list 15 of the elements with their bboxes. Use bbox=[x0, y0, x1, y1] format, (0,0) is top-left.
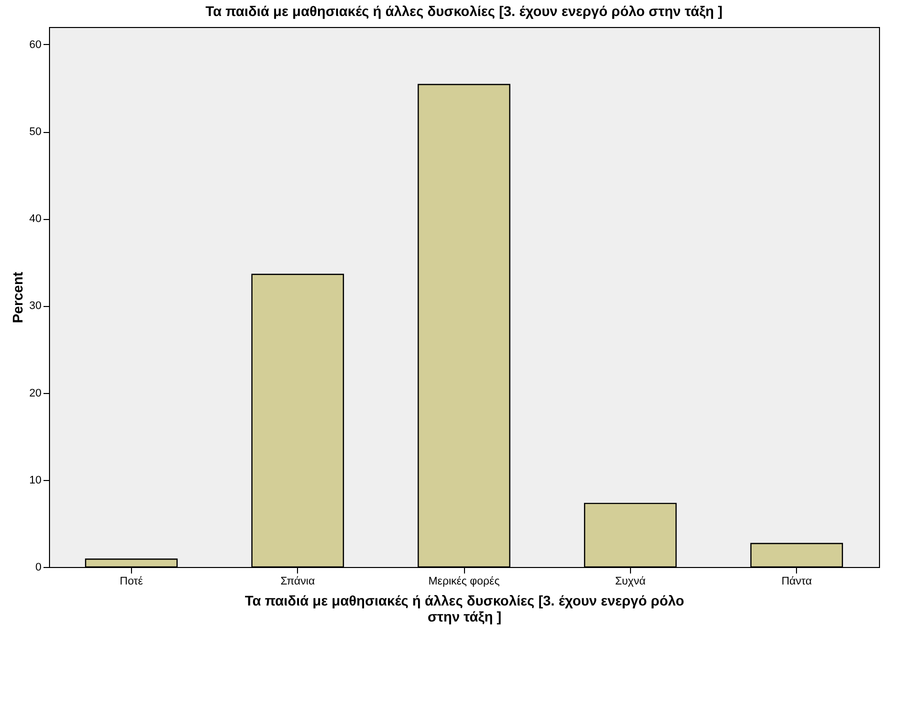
y-tick-label: 0 bbox=[35, 562, 42, 574]
x-tick-label: Πάντα bbox=[781, 576, 812, 588]
y-tick-label: 40 bbox=[29, 213, 42, 226]
y-tick-label: 50 bbox=[29, 126, 42, 138]
x-tick-label: Σπάνια bbox=[280, 576, 316, 588]
x-tick-label: Ποτέ bbox=[120, 576, 144, 588]
x-axis-title: Τα παιδιά με μαθησιακές ή άλλες δυσκολίες [3. έχουν ενεργό ρόλο στην τάξη ] bbox=[244, 592, 684, 624]
y-axis-title: Percent bbox=[9, 271, 26, 324]
y-tick-label: 60 bbox=[29, 38, 42, 51]
y-tick-label: 20 bbox=[29, 387, 42, 400]
x-tick-label: Συχνά bbox=[615, 576, 646, 588]
y-tick-label: 30 bbox=[29, 300, 42, 312]
chart-title: Τα παιδιά με μαθησιακές ή άλλες δυσκολίες [3. έχουν ενεργό ρόλο στην τάξη ] bbox=[205, 3, 723, 19]
x-tick-label: Μερικές φορές bbox=[428, 576, 500, 588]
y-tick-label: 10 bbox=[29, 474, 42, 486]
